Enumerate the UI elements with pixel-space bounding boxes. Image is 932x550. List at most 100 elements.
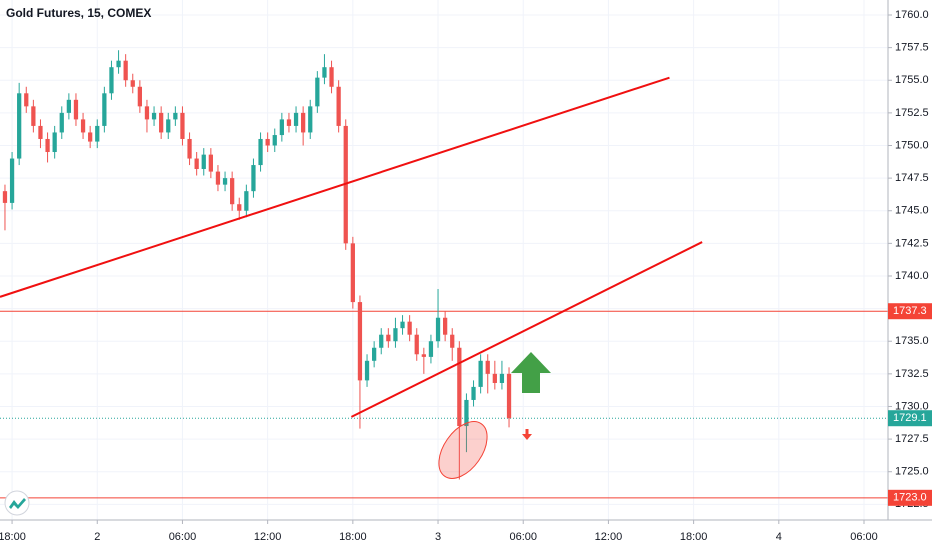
candle-body — [137, 86, 142, 107]
candle-body — [435, 317, 441, 342]
candle — [279, 112, 284, 142]
candle — [109, 60, 114, 100]
y-tick-label: 1740.0 — [895, 270, 929, 282]
candle — [478, 354, 483, 394]
candle — [208, 148, 213, 179]
candle — [386, 328, 391, 348]
candle-body — [471, 386, 476, 400]
candle — [215, 165, 221, 192]
last-price-bg — [888, 410, 932, 427]
candle-body — [286, 119, 292, 126]
candle-body — [159, 112, 164, 133]
candle-body — [116, 60, 121, 68]
candle-body — [464, 399, 469, 427]
y-tick-label: 1732.5 — [895, 368, 929, 380]
candle-body — [52, 132, 57, 153]
candle — [95, 119, 100, 149]
candle — [187, 132, 192, 166]
x-tick-label: 18:00 — [0, 531, 26, 543]
candle — [372, 341, 377, 368]
candle — [173, 106, 178, 126]
candle — [471, 380, 476, 407]
y-tick-label: 1745.0 — [895, 205, 929, 217]
candle — [31, 99, 36, 133]
candle-body — [208, 154, 213, 172]
candle-body — [272, 135, 277, 146]
candle — [457, 341, 462, 480]
y-tick-label: 1730.0 — [895, 400, 929, 412]
logo — [4, 490, 30, 516]
down-arrow — [522, 429, 532, 440]
candle-body — [66, 99, 71, 113]
candle-body — [102, 93, 107, 126]
candle-body — [372, 347, 377, 361]
candle — [230, 171, 235, 211]
candle — [251, 158, 256, 198]
candle — [421, 347, 426, 374]
level-label: 1723.0 — [893, 492, 927, 504]
candle — [130, 73, 135, 94]
candle — [137, 80, 142, 113]
candle-body — [400, 321, 405, 329]
candle — [443, 311, 448, 342]
candle — [52, 125, 57, 159]
candle — [258, 132, 263, 172]
candle-body — [265, 138, 270, 146]
y-tick-label: 1752.5 — [895, 107, 929, 119]
grid — [0, 0, 888, 520]
candle — [201, 148, 206, 176]
candle — [194, 152, 199, 176]
candle-body — [73, 99, 79, 120]
candle-body — [301, 112, 306, 133]
candle — [400, 315, 405, 335]
candle-body — [428, 341, 434, 357]
candle-body — [144, 106, 150, 120]
x-tick-label: 06:00 — [169, 531, 197, 543]
candle-body — [414, 334, 419, 355]
candle-body — [279, 119, 284, 136]
candle-body — [457, 347, 462, 427]
candle — [151, 106, 157, 126]
candle — [414, 328, 419, 361]
candle — [66, 93, 71, 120]
candle-body — [492, 373, 497, 383]
candle — [166, 112, 171, 139]
candle — [450, 328, 455, 361]
candle-body — [450, 334, 455, 348]
y-tick-label: 1760.0 — [895, 9, 929, 21]
candle — [180, 106, 185, 146]
candle — [17, 82, 22, 166]
candle-body — [194, 158, 199, 169]
candle-body — [2, 191, 8, 203]
candle — [102, 86, 107, 133]
candle — [159, 106, 164, 139]
candle — [9, 152, 15, 210]
candle-body — [386, 334, 391, 342]
candle — [272, 128, 277, 153]
candle — [336, 80, 341, 133]
candle-body — [379, 334, 384, 348]
candle — [293, 106, 299, 133]
candle-body — [31, 106, 36, 126]
candle — [506, 367, 512, 428]
candle — [485, 354, 490, 394]
candle-body — [24, 93, 29, 107]
candle-body — [166, 119, 171, 133]
candle-body — [258, 138, 263, 166]
x-tick-label: 06:00 — [850, 531, 878, 543]
candle-body — [336, 86, 341, 126]
candle-body — [322, 67, 327, 78]
candle — [322, 54, 327, 85]
candle-body — [478, 360, 483, 387]
candle — [329, 60, 334, 94]
candle — [315, 71, 320, 113]
candle — [350, 236, 355, 309]
candle-body — [364, 360, 370, 381]
candle-body — [201, 154, 206, 169]
trend-line — [350, 241, 703, 418]
chart-title: Gold Futures, 15, COMEX — [6, 6, 151, 20]
candle-body — [123, 60, 128, 81]
candle-body — [180, 112, 185, 139]
x-tick-label: 18:00 — [339, 531, 367, 543]
